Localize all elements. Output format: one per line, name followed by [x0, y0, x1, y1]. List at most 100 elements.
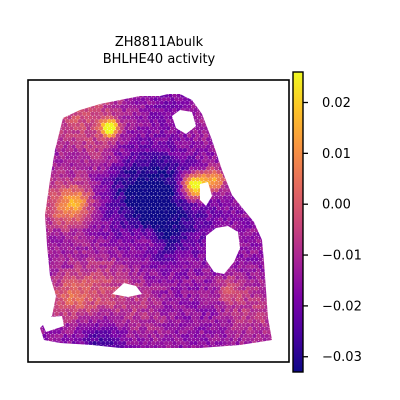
- spot: [155, 282, 160, 288]
- spot: [119, 228, 125, 233]
- spot: [161, 337, 167, 342]
- spot: [82, 213, 87, 218]
- spot: [239, 326, 244, 331]
- spot: [180, 100, 186, 106]
- spot: [113, 180, 118, 186]
- spot: [180, 341, 186, 346]
- spot: [157, 199, 162, 204]
- spot: [226, 333, 232, 339]
- spot: [151, 188, 156, 193]
- spot: [82, 199, 87, 204]
- spot: [58, 253, 64, 258]
- spot: [82, 308, 87, 313]
- spot: [168, 304, 173, 309]
- spot: [109, 202, 114, 207]
- spot: [254, 308, 259, 313]
- spot: [226, 290, 232, 295]
- spot: [166, 228, 171, 233]
- spot: [111, 199, 116, 204]
- spot: [224, 206, 230, 211]
- spot: [130, 108, 135, 113]
- spot: [96, 282, 102, 288]
- spot: [105, 144, 110, 149]
- spot: [260, 297, 265, 302]
- spot: [218, 341, 223, 346]
- spot: [65, 228, 70, 233]
- spot: [229, 286, 234, 291]
- spot: [159, 333, 165, 339]
- spot: [172, 202, 177, 207]
- spot: [151, 122, 156, 127]
- spot: [201, 319, 207, 324]
- spot: [220, 286, 225, 291]
- spot: [233, 322, 238, 328]
- spot: [90, 191, 95, 197]
- spot: [113, 275, 118, 280]
- spot: [218, 319, 223, 324]
- spot: [77, 111, 83, 116]
- spot: [94, 279, 99, 284]
- spot: [140, 148, 146, 153]
- spot: [170, 148, 175, 153]
- spot: [75, 195, 81, 200]
- spot: [117, 239, 123, 244]
- spot: [170, 111, 175, 116]
- spot: [151, 173, 156, 178]
- spot: [145, 184, 150, 189]
- spot: [191, 308, 196, 313]
- spot: [105, 253, 110, 258]
- spot: [151, 246, 156, 251]
- spot: [216, 206, 221, 211]
- spot: [105, 202, 110, 207]
- spot: [103, 140, 108, 146]
- spot: [258, 337, 263, 342]
- spot: [182, 213, 188, 218]
- spot: [54, 217, 60, 222]
- spot: [235, 311, 240, 317]
- spot: [157, 337, 162, 342]
- spot: [180, 217, 186, 222]
- spot: [98, 330, 104, 335]
- spot: [151, 195, 156, 200]
- spot: [103, 286, 108, 291]
- spot: [98, 242, 104, 248]
- spot: [124, 228, 129, 233]
- spot: [199, 242, 204, 248]
- spot: [241, 242, 246, 248]
- spot: [254, 300, 259, 306]
- spot: [48, 199, 53, 204]
- spot: [151, 268, 156, 273]
- spot: [178, 162, 183, 167]
- spot: [124, 337, 129, 342]
- spot: [208, 271, 213, 277]
- spot: [250, 337, 255, 342]
- spot: [166, 235, 171, 240]
- spot: [189, 319, 194, 324]
- spot: [134, 253, 139, 258]
- spot: [52, 213, 57, 218]
- spot: [63, 231, 68, 237]
- spot: [71, 202, 76, 207]
- spot: [130, 100, 135, 106]
- spot: [82, 279, 87, 284]
- spot: [82, 300, 87, 306]
- spot: [88, 115, 93, 120]
- spot: [170, 264, 175, 269]
- spot: [138, 188, 144, 193]
- spot: [134, 239, 139, 244]
- spot: [65, 177, 70, 182]
- spot: [61, 228, 66, 233]
- spot: [52, 337, 57, 342]
- spot: [136, 104, 141, 109]
- spot: [149, 293, 154, 298]
- spot: [119, 337, 125, 342]
- spot: [161, 213, 167, 218]
- spot: [201, 333, 207, 339]
- spot: [107, 308, 112, 313]
- spot: [100, 195, 106, 200]
- spot: [128, 279, 133, 284]
- spot: [220, 337, 225, 342]
- spot: [132, 140, 137, 146]
- spot: [197, 151, 202, 157]
- spot: [92, 260, 97, 266]
